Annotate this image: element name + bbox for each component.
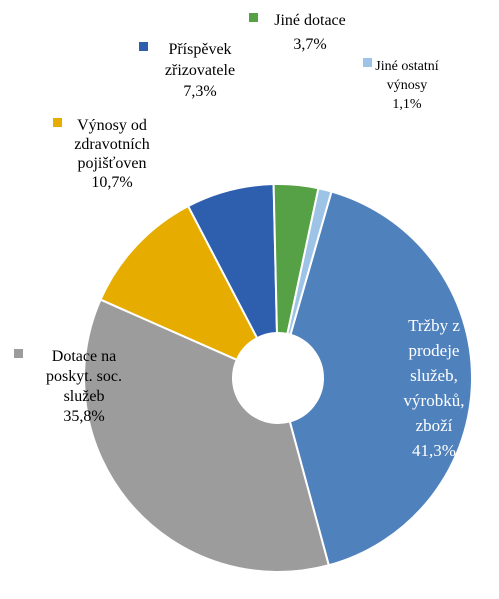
- slice-category-label: zdravotních: [74, 136, 150, 153]
- slice-category-label: Příspěvek: [168, 41, 231, 58]
- slice-category-label: pojišťoven: [77, 155, 146, 172]
- donut-slice: [83, 298, 330, 573]
- slice-category-label: poskyt. soc.: [46, 368, 122, 385]
- donut-slice: [286, 187, 333, 336]
- slice-category-label: zboží: [416, 416, 453, 435]
- slice-category-label: Jiné ostatní: [375, 59, 438, 74]
- slice-value-label: 35,8%: [63, 408, 104, 425]
- slice-label: Jiné ostatní výnosy 1,1%: [363, 58, 439, 112]
- legend-marker: [363, 58, 372, 67]
- slice-category-label: výrobků,: [404, 391, 465, 410]
- slice-label: Jiné dotace 3,7%: [249, 12, 346, 53]
- slice-value-label: 7,3%: [183, 83, 216, 100]
- slice-category-label: prodeje: [409, 341, 460, 360]
- slice-category-label: zřizovatele: [165, 62, 235, 79]
- donut-slice: [288, 190, 473, 567]
- slice-category-label: Tržby z: [408, 316, 460, 335]
- legend-marker: [14, 349, 23, 358]
- slice-label: Výnosy od zdravotních pojišťoven 10,7%: [53, 117, 150, 191]
- legend-marker: [249, 13, 258, 22]
- slice-category-label: Výnosy od: [77, 117, 147, 134]
- slice-labels: Tržby z prodeje služeb, výrobků, zboží 41,3% D…: [14, 12, 464, 460]
- slice-category-label: služeb,: [410, 366, 458, 385]
- slice-label: Tržby z prodeje služeb, výrobků, zboží 41,3%: [404, 316, 465, 460]
- slice-label: Dotace na poskyt. soc. služeb 35,8%: [14, 348, 122, 425]
- slice-category-label: Dotace na: [52, 348, 116, 365]
- slice-category-label: výnosy: [387, 78, 427, 93]
- slice-category-label: služeb: [64, 388, 105, 405]
- slice-category-label: Jiné dotace: [274, 12, 346, 29]
- slice-label: Příspěvek zřizovatele 7,3%: [139, 41, 235, 100]
- slice-value-label: 3,7%: [293, 36, 326, 53]
- legend-marker: [53, 118, 62, 127]
- donut-slices: [83, 183, 473, 573]
- slice-value-label: 41,3%: [412, 441, 456, 460]
- legend-marker: [139, 42, 148, 51]
- slice-value-label: 10,7%: [91, 174, 132, 191]
- donut-slice: [99, 204, 259, 362]
- slice-value-label: 1,1%: [392, 97, 422, 112]
